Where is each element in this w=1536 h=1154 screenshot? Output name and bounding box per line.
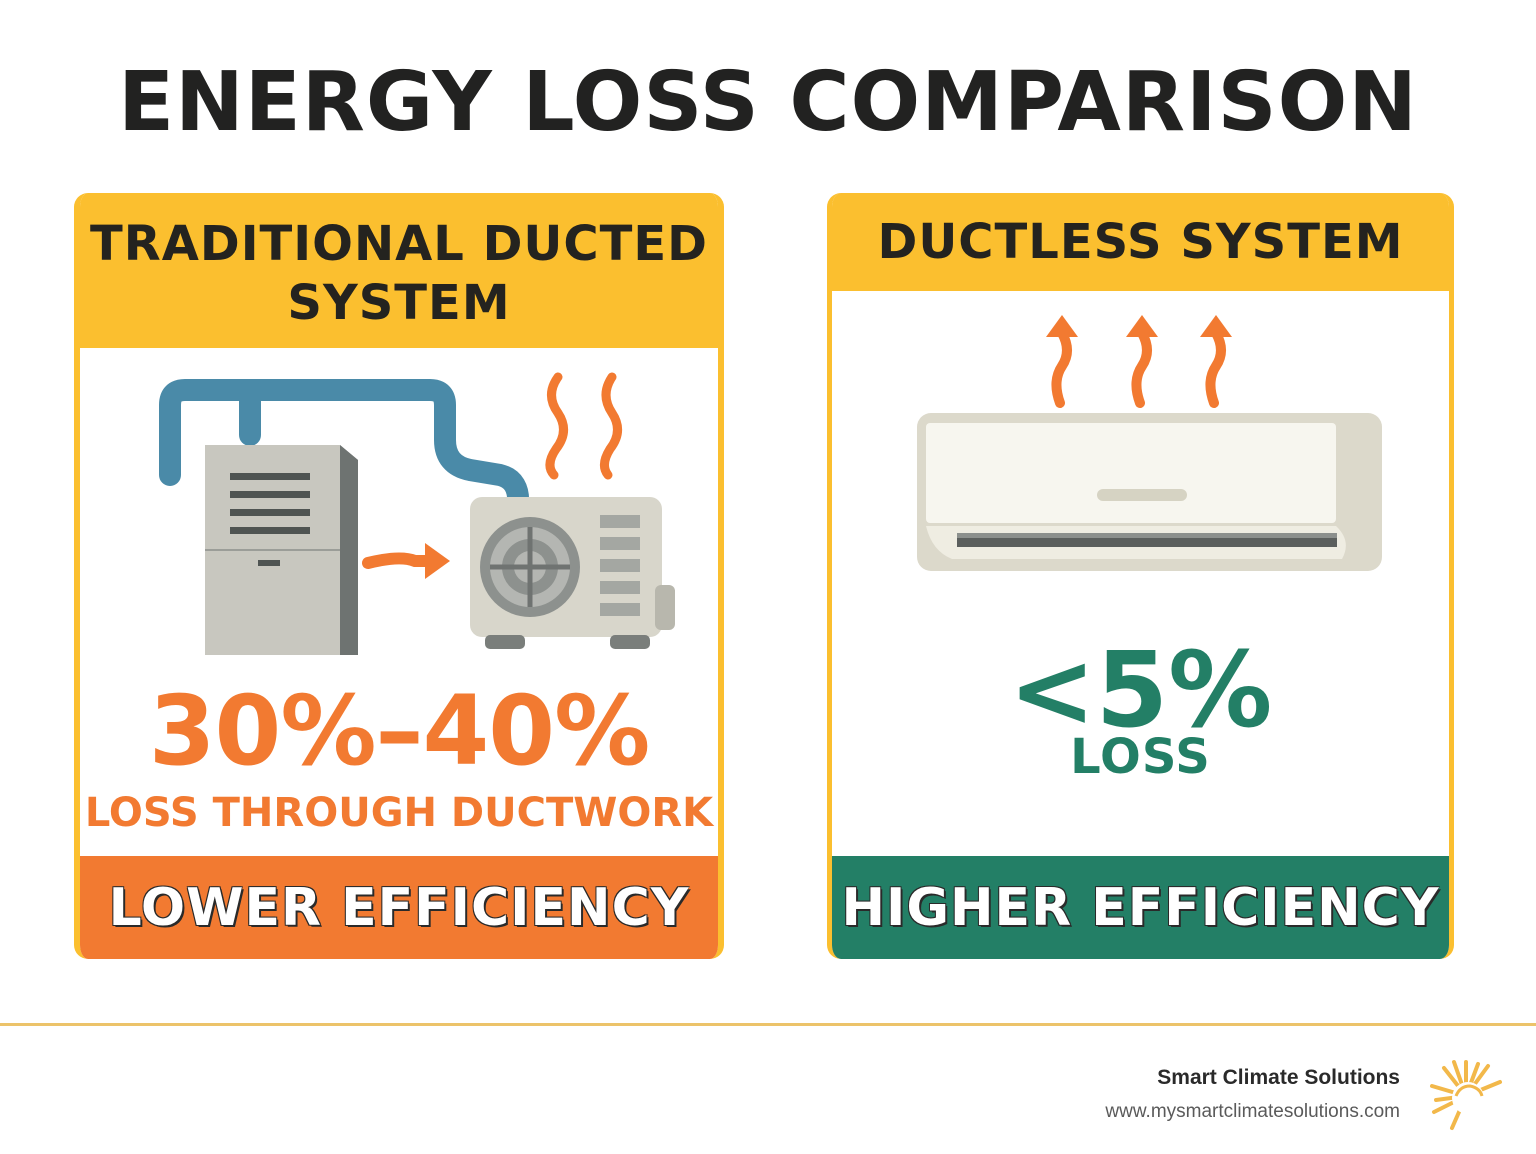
ducted-panel-heading: TRADITIONAL DUCTED SYSTEM: [80, 193, 718, 348]
ducted-system-illustration: [159, 372, 675, 655]
ductless-efficiency-label: HIGHER EFFICIENCY: [832, 856, 1449, 959]
ductless-system-panel: DUCTLESS SYSTEM <5% LOSS HIGHER EFFICIEN…: [827, 193, 1454, 959]
mini-split-unit-icon: [917, 413, 1382, 571]
ductless-loss-stat: <5%: [1008, 629, 1273, 751]
ductless-system-illustration: [917, 315, 1382, 571]
heat-waves-icon: [545, 372, 622, 480]
sun-icon: [1430, 1060, 1502, 1130]
rising-heat-arrows-icon: [1046, 315, 1232, 408]
ductless-panel-heading: DUCTLESS SYSTEM: [832, 193, 1449, 291]
duct-pipe-icon: [159, 379, 530, 516]
ducted-loss-stat: 30%–40%: [148, 675, 651, 787]
furnace-icon: [205, 445, 358, 655]
brand-name: Smart Climate Solutions: [1157, 1066, 1400, 1089]
ducted-heading-line2: SYSTEM: [287, 274, 511, 331]
footer-divider: [0, 1023, 1536, 1026]
ducted-efficiency-label: LOWER EFFICIENCY: [80, 856, 718, 959]
ducted-loss-caption: LOSS THROUGH DUCTWORK: [84, 790, 714, 836]
page-title: ENERGY LOSS COMPARISON: [118, 55, 1418, 150]
heat-transfer-arrow-icon: [362, 543, 450, 579]
outdoor-condenser-icon: [470, 497, 675, 649]
ducted-heading-line1: TRADITIONAL DUCTED: [90, 215, 708, 272]
ducted-system-panel: TRADITIONAL DUCTED SYSTEM: [74, 193, 724, 959]
ductless-loss-caption: LOSS: [1070, 729, 1211, 785]
brand-url: www.mysmartclimatesolutions.com: [1105, 1101, 1400, 1122]
